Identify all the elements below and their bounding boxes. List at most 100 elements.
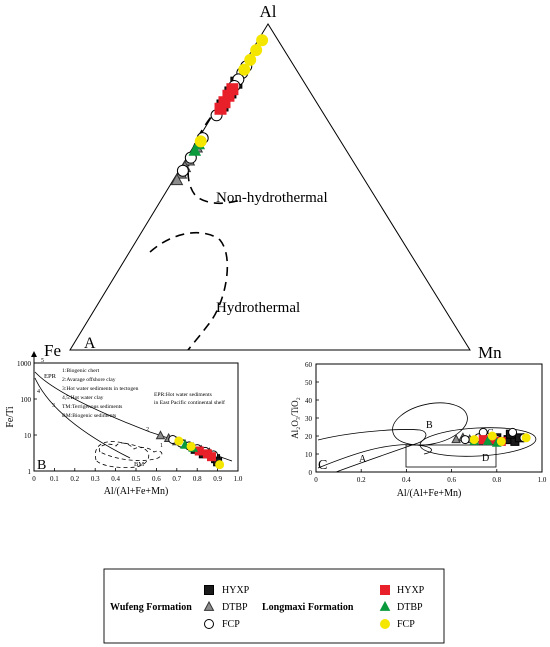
panel-b-xtick-label-1: 0.1: [50, 475, 59, 483]
curve-label-bm: BM: [134, 461, 144, 468]
field-label-d: D: [482, 453, 489, 464]
curve-label-5: 5: [41, 358, 44, 364]
legend-wufeng-fcp-marker: [204, 619, 214, 629]
legend-longmaxi-dtbp-marker: [379, 600, 391, 611]
panel-c-point-longmaxi-fcp-1: [487, 431, 497, 441]
panel-c-ytick-label-4: 40: [305, 397, 313, 405]
field-a-upper: [317, 444, 432, 469]
legend-box: [103, 568, 445, 644]
vertex-label-fe: Fe: [44, 341, 61, 360]
field-label-hydrothermal: Hydrothermal: [216, 300, 300, 316]
legend-wufeng-dtbp-label: DTBP: [222, 602, 248, 613]
panel-b-arrow-head: [31, 351, 37, 357]
note-1: 1:Biogenic chert: [62, 368, 100, 374]
curve-label-3: 3: [52, 403, 55, 409]
panel-c-point-wufeng-fcp-4: [508, 427, 518, 437]
panel-b-chart: 0 0.1 0.2 0.3 0.4 0.5 0.6 0.7 0.8 0.9 1.0 1 10 100 100…: [5, 351, 243, 497]
ternary-point-longmaxi-fcp-3: [238, 63, 251, 76]
panel-b-xtick-label-8: 0.8: [193, 475, 202, 483]
panel-b-xtick-label-5: 0.5: [132, 475, 141, 483]
field-a-outline: [317, 429, 427, 473]
panel-c-xtick-label-3: 0.6: [447, 476, 456, 484]
field-label-a: A: [359, 454, 367, 465]
panel-b-ticks: 0 0.1 0.2 0.3 0.4 0.5 0.6 0.7 0.8 0.9 1.0 1 10 100 100…: [17, 360, 243, 483]
panel-c-ytick-label-3: 30: [305, 415, 313, 423]
panel-b-xtick-label-4: 0.4: [111, 475, 120, 483]
panel-c-ytick-label-1: 10: [305, 451, 313, 459]
legend-wufeng-dtbp-marker: [203, 600, 215, 611]
field-label-b: B: [426, 420, 433, 431]
curve-label-4: 4: [37, 389, 40, 395]
ternary-points: [170, 34, 269, 186]
curve-label-2: 2: [146, 427, 149, 433]
panel-b-ylabel: Fe/Ti: [5, 406, 16, 428]
ternary-point-longmaxi-fcp-0: [256, 34, 269, 47]
non-hydrothermal-boundary: [187, 105, 241, 205]
vertex-label-mn: Mn: [478, 343, 502, 362]
curve-label-epr: EPR: [44, 373, 57, 380]
panel-b-ytick-label-3: 1000: [17, 360, 32, 368]
note-3: 3:Hot water sediments in tectogen: [62, 386, 139, 392]
panel-c-ytick-label-2: 20: [305, 433, 313, 441]
panel-c-point-wufeng-dtbp-0: [451, 434, 461, 444]
legend-wufeng-title: Wufeng Formation: [110, 602, 192, 613]
panel-b-ytick-label-0: 1: [28, 468, 32, 476]
panel-b-xlabel: Al/(Al+Fe+Mn): [104, 486, 169, 497]
legend-longmaxi-hyxp-label: HYXP: [397, 585, 425, 596]
panel-c-point-longmaxi-fcp-0: [469, 435, 479, 445]
ternary-point-wufeng-fcp-7: [176, 164, 189, 177]
panel-c-ytick-label-5: 50: [305, 379, 313, 387]
panel-c-point-longmaxi-dtbp-1: [482, 435, 493, 445]
ternary-triangle: [69, 23, 471, 351]
panel-c-point-wufeng-fcp-0: [460, 435, 470, 445]
ternary-diagram: Al Fe Mn A Non-hydrothermal Hydrothermal: [44, 2, 502, 362]
field-d-rect: [405, 444, 497, 468]
panel-b-xtick-label-9: 0.9: [213, 475, 222, 483]
ternary-point-longmaxi-hyxp-3: [214, 102, 227, 115]
panel-b-xtick-label-2: 0.2: [70, 475, 79, 483]
panel-c-xtick-label-1: 0.2: [357, 476, 366, 484]
panel-c-point-longmaxi-fcp-2: [496, 436, 506, 446]
region-2: [98, 442, 163, 461]
panel-c-points: [451, 427, 531, 447]
note-epr-2: in East Pacific continental shelf: [154, 399, 225, 406]
note-4: 4,5:Hot water clay: [62, 395, 104, 401]
panel-b-xtick-label-3: 0.3: [91, 475, 100, 483]
legend-longmaxi-dtbp-label: DTBP: [397, 602, 423, 613]
note-epr-1: EPR:Hot water sediments: [154, 392, 212, 398]
ternary-point-longmaxi-fcp-1: [250, 44, 263, 57]
panel-c-ytick-label-0: 0: [309, 469, 313, 477]
panel-c-ticks: 0 0.2 0.4 0.6 0.8 1.0 0 10 20 30 40 50 60: [305, 361, 547, 484]
note-6: BM:Biogenic sediments: [62, 413, 116, 419]
panel-c-xtick-label-4: 0.8: [492, 476, 501, 484]
panel-c-xtick-label-0: 0: [314, 476, 318, 484]
panel-b-point-longmaxi-fcp-0: [174, 436, 184, 446]
region-dashed: [94, 441, 150, 468]
ternary-point-wufeng-dtbp-4: [170, 173, 184, 186]
panel-b-xtick-label-0: 0: [32, 475, 36, 483]
panel-c-xlabel: Al/(Al+Fe+Mn): [397, 488, 462, 499]
legend-wufeng-hyxp-label: HYXP: [222, 585, 250, 596]
panel-b-points: [155, 430, 225, 470]
panel-c-xtick-label-5: 1.0: [538, 476, 547, 484]
curve-label-1: 1: [160, 443, 163, 449]
ternary-point-longmaxi-fcp-2: [244, 53, 257, 66]
panel-b-xtick-label-6: 0.6: [152, 475, 161, 483]
panel-b-ytick-label-1: 10: [24, 432, 32, 440]
panel-c-ylabel: Al₂O₃/TiO₂: [290, 397, 300, 439]
legend-longmaxi-fcp-label: FCP: [397, 619, 415, 630]
panel-c-xtick-label-2: 0.4: [402, 476, 411, 484]
ternary-corner-letter: A: [84, 335, 96, 352]
hydrothermal-boundary: [149, 231, 229, 351]
legend-wufeng-fcp-label: FCP: [222, 619, 240, 630]
legend-marks: [203, 585, 391, 629]
panel-b-xtick-label-7: 0.7: [172, 475, 181, 483]
panel-b-point-longmaxi-fcp-1: [186, 441, 196, 451]
field-label-non-hydrothermal: Non-hydrothermal: [216, 190, 328, 206]
panel-b-point-wufeng-dtbp-0: [155, 430, 166, 440]
note-5: TM:Terrigenous sediments: [62, 404, 122, 410]
panel-c-letter: C: [318, 458, 327, 473]
field-b-ellipse: [392, 402, 468, 446]
